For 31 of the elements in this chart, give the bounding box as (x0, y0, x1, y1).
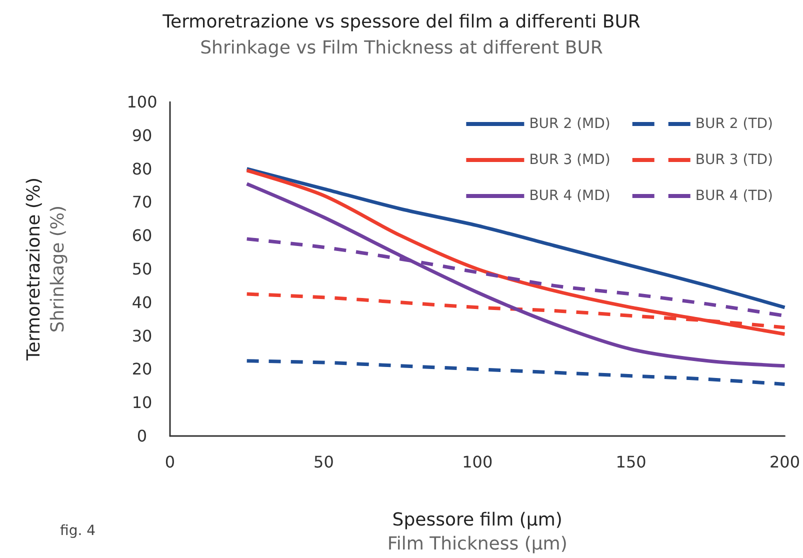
x-axis-title: Spessore film (µm) Film Thickness (µm) (387, 510, 568, 554)
x-tick-label: 200 (769, 452, 800, 472)
line-series (245, 167, 786, 310)
legend-label: BUR 3 (MD) (529, 152, 610, 168)
x-tick-label: 150 (616, 452, 646, 472)
y-tick-label: 100 (126, 92, 158, 112)
y-tick-label: 10 (132, 393, 152, 412)
y-tick-label: 70 (132, 192, 152, 212)
legend-label: BUR 3 (TD) (695, 152, 774, 168)
legend-label: BUR 4 (MD) (529, 188, 610, 204)
line-series (245, 182, 786, 368)
y-tick-label: 50 (132, 260, 152, 278)
line-series (245, 168, 786, 336)
y-axis-title: Termoretrazione (%) Shrinkage (%) (24, 177, 68, 362)
y-tick-label: 80 (132, 159, 152, 178)
chart-title: Termoretrazione vs spessore del film a differenti BUR (162, 12, 640, 32)
legend-label: BUR 4 (TD) (695, 188, 774, 204)
y-tick-label: 40 (132, 292, 152, 312)
y-tick-label: 90 (132, 126, 152, 145)
y-tick-label: 0 (136, 426, 148, 446)
x-tick-label: 0 (164, 452, 176, 472)
legend-label: BUR 2 (MD) (529, 116, 610, 132)
y-tick-label: 60 (132, 226, 152, 246)
caption: fig. 4 (60, 523, 96, 539)
x-tick-label: 50 (314, 452, 334, 472)
line-series (245, 359, 786, 386)
x-tick-label: 100 (462, 452, 493, 472)
y-tick-label: 30 (132, 326, 152, 346)
y-tick-label: 20 (132, 360, 152, 379)
chart-subtitle: Shrinkage vs Film Thickness at different BUR (200, 38, 603, 58)
legend-label: BUR 2 (TD) (695, 116, 774, 132)
